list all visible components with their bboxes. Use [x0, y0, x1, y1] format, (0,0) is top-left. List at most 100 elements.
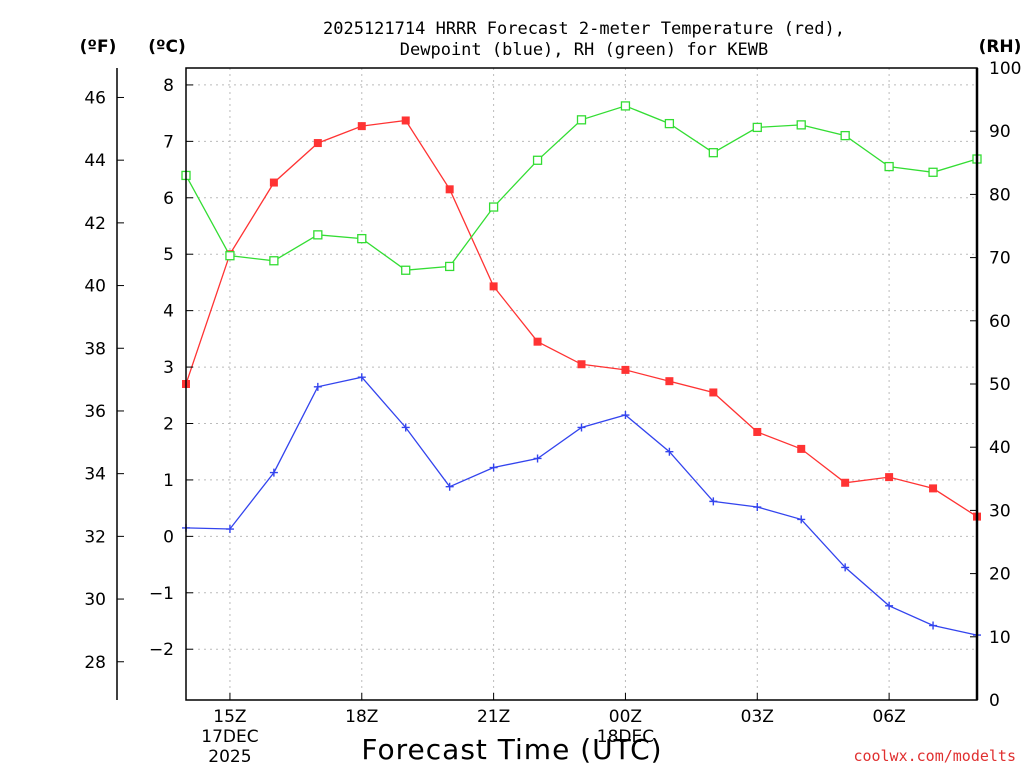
- dewpoint-point: [445, 482, 454, 491]
- fahrenheit-tick-label: 34: [84, 465, 106, 485]
- celsius-tick-label: −2: [149, 640, 174, 660]
- rh-tick-label: 0: [989, 691, 1000, 711]
- rh-point: [620, 101, 631, 111]
- fahrenheit-tick-label: 38: [84, 339, 106, 359]
- rh-tick-label: 20: [989, 565, 1011, 585]
- celsius-tick-label: 0: [163, 527, 174, 547]
- celsius-axis-label: (ºC): [148, 37, 186, 57]
- dewpoint-line: [185, 376, 978, 636]
- rh-tick-label: 10: [989, 628, 1011, 648]
- celsius-tick-label: −1: [149, 584, 174, 604]
- 2-meter-temperature-line: [185, 119, 978, 518]
- 2-meter-temperature-point: [929, 484, 938, 493]
- 2-meter-temperature-point: [445, 185, 454, 194]
- rh-tick-label: 50: [989, 375, 1011, 395]
- x-tick-label: 00Z: [609, 707, 642, 727]
- 2-meter-temperature-point: [313, 139, 322, 148]
- x-tick-label: 21Z: [477, 707, 510, 727]
- dewpoint-point: [841, 563, 850, 572]
- dewpoint-point: [577, 423, 586, 432]
- 2-meter-temperature-point: [533, 337, 542, 346]
- fahrenheit-axis-label: (ºF): [80, 37, 117, 57]
- 2-meter-temperature-point: [621, 365, 630, 374]
- rh-point: [357, 233, 367, 244]
- rh-point: [401, 265, 411, 275]
- celsius-tick-label: 7: [163, 132, 174, 152]
- rh-tick-label: 30: [989, 501, 1011, 521]
- chart-title-line-2: Dewpoint (blue), RH (green) for KEWB: [400, 40, 768, 60]
- x-tick-label: 17DEC: [201, 727, 258, 747]
- x-tick-label: 2025: [208, 747, 251, 767]
- rh-tick-label: 70: [989, 249, 1011, 269]
- series-layer: [181, 101, 982, 640]
- rh-axis-label: (RH): [979, 37, 1022, 57]
- dewpoint-point: [621, 411, 630, 420]
- credit-text: coolwx.com/modelts: [853, 747, 1016, 765]
- rh-point: [313, 230, 323, 240]
- fahrenheit-tick-label: 32: [84, 527, 106, 547]
- dewpoint-point: [401, 423, 410, 432]
- celsius-tick-label: 4: [163, 302, 174, 322]
- x-tick-label: 03Z: [741, 707, 774, 727]
- dewpoint-point: [225, 525, 234, 534]
- x-tick-label: 18DEC: [597, 727, 654, 747]
- celsius-tick-label: 3: [163, 358, 174, 378]
- grid-lines: [186, 68, 977, 700]
- dewpoint-point: [665, 447, 674, 456]
- celsius-tick-label: 6: [163, 189, 174, 209]
- rh-point: [225, 251, 235, 261]
- celsius-tick-label: 2: [163, 415, 174, 435]
- fahrenheit-tick-label: 28: [84, 653, 106, 673]
- fahrenheit-tick-label: 36: [84, 402, 106, 422]
- x-tick-label: 06Z: [872, 707, 905, 727]
- dewpoint-point: [885, 601, 894, 610]
- rh-point: [752, 122, 762, 133]
- 2-meter-temperature-point: [885, 473, 894, 482]
- 2-meter-temperature-point: [269, 178, 278, 187]
- plot-frame: [185, 67, 978, 701]
- dewpoint-point: [357, 373, 366, 382]
- rh-point: [796, 120, 806, 130]
- rh-point: [928, 167, 938, 177]
- chart-title-line-1: 2025121714 HRRR Forecast 2-meter Tempera…: [323, 19, 845, 39]
- rh-point: [708, 148, 718, 158]
- dewpoint-point: [269, 468, 278, 477]
- rh-point: [664, 118, 675, 129]
- fahrenheit-tick-label: 40: [84, 277, 106, 297]
- dewpoint-point: [797, 515, 806, 524]
- rh-point: [269, 256, 279, 266]
- 2-meter-temperature-point: [709, 388, 718, 397]
- rh-point: [488, 202, 499, 212]
- rh-tick-label: 100: [989, 59, 1021, 79]
- dewpoint-point: [753, 503, 762, 512]
- 2-meter-temperature-point: [841, 478, 850, 487]
- dewpoint-point: [489, 463, 498, 472]
- rh-tick-label: 40: [989, 438, 1011, 458]
- 2-meter-temperature-point: [401, 116, 410, 125]
- 2-meter-temperature-point: [665, 377, 674, 386]
- dewpoint-point: [533, 454, 542, 463]
- fahrenheit-tick-label: 46: [84, 88, 106, 108]
- rh-tick-label: 80: [989, 185, 1011, 205]
- 2-meter-temperature-point: [577, 360, 586, 369]
- 2-meter-temperature-point: [489, 282, 498, 291]
- 2-meter-temperature-point: [753, 427, 762, 436]
- x-axis-label: Forecast Time (UTC): [361, 733, 662, 766]
- 2-meter-temperature-point: [357, 122, 366, 131]
- rh-point: [532, 155, 543, 165]
- dewpoint-point: [709, 497, 718, 506]
- celsius-tick-label: 1: [163, 471, 174, 491]
- rh-point: [840, 130, 850, 141]
- celsius-tick-label: 5: [163, 245, 174, 265]
- rh-tick-label: 90: [989, 122, 1011, 142]
- rh-line: [185, 105, 978, 271]
- fahrenheit-tick-label: 44: [84, 151, 106, 171]
- rh-point: [884, 161, 894, 172]
- dewpoint-point: [313, 382, 322, 391]
- x-tick-label: 18Z: [345, 707, 378, 727]
- rh-point: [445, 261, 455, 272]
- dewpoint-point: [929, 621, 938, 630]
- x-tick-label: 15Z: [213, 707, 246, 727]
